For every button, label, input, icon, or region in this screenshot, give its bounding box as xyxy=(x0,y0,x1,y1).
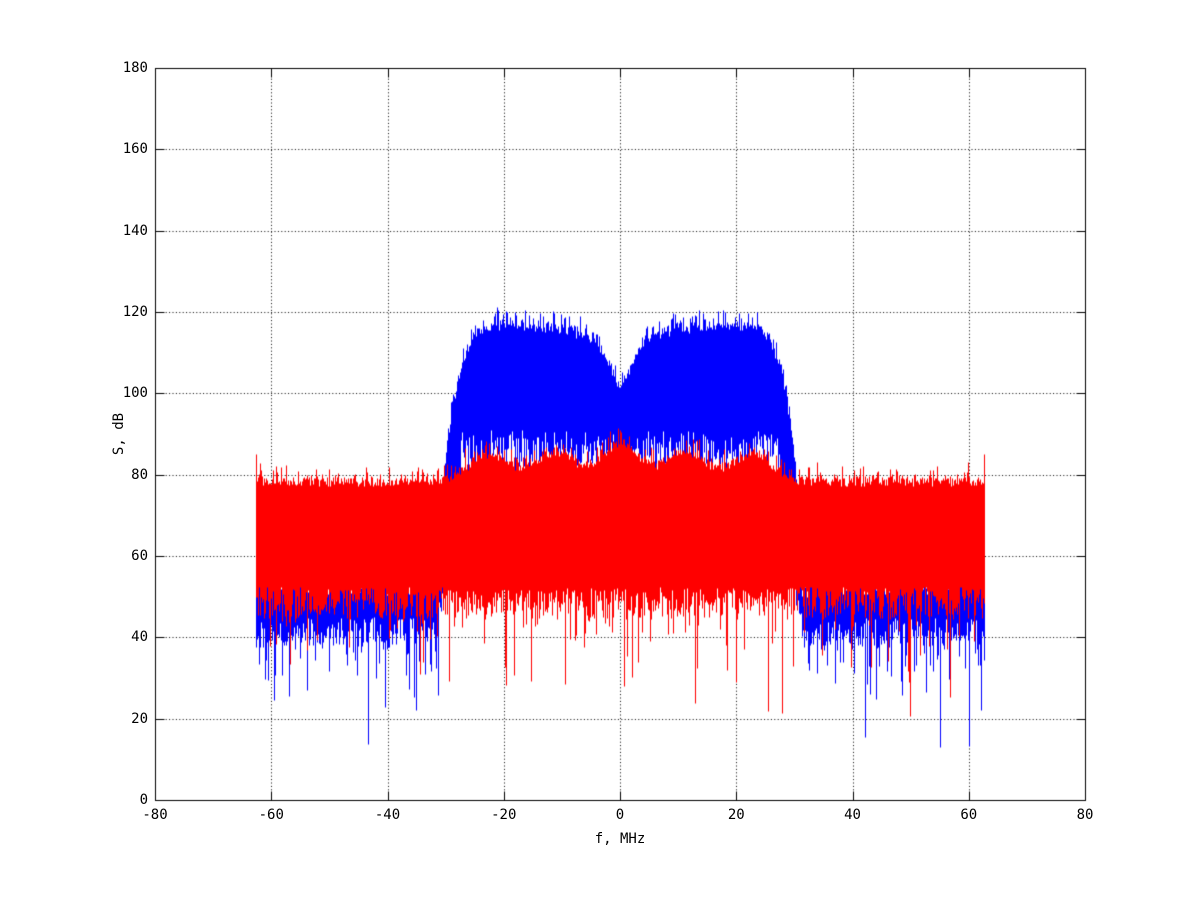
y-tick-label: 160 xyxy=(122,141,148,158)
y-tick-label: 100 xyxy=(122,385,148,402)
x-tick-label: 80 xyxy=(1076,807,1094,823)
x-tick-label: -40 xyxy=(374,807,401,823)
x-tick-label: -80 xyxy=(142,807,168,823)
x-tick-label: 40 xyxy=(844,807,861,823)
y-tick-label: 120 xyxy=(122,304,148,320)
x-tick-label: 20 xyxy=(727,807,745,823)
x-axis-label: f, MHz xyxy=(594,831,646,847)
y-tick-label: 140 xyxy=(122,222,148,239)
y-tick-label: 80 xyxy=(131,466,148,483)
y-tick-label: 0 xyxy=(139,792,148,808)
y-tick-label: 60 xyxy=(131,548,148,564)
y-tick-label: 180 xyxy=(122,60,148,76)
y-tick-label: 20 xyxy=(131,710,148,727)
x-tick-label: 0 xyxy=(615,807,625,823)
y-tick-label: 40 xyxy=(131,629,148,646)
x-tick-label: -20 xyxy=(491,807,517,823)
x-tick-label: -60 xyxy=(258,807,284,823)
y-axis-label: S, dB xyxy=(111,412,127,456)
x-tick-label: 60 xyxy=(960,807,978,823)
